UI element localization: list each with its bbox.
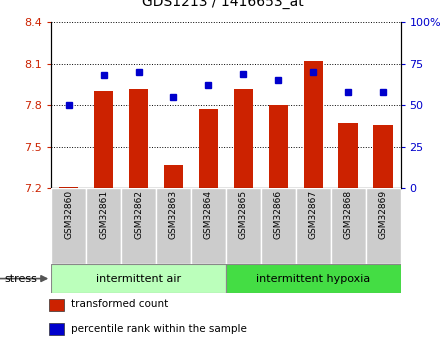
Bar [269, 105, 288, 188]
Bar [156, 188, 191, 264]
Bar [226, 188, 261, 264]
Text: GSM32861: GSM32861 [99, 190, 108, 239]
Text: GSM32868: GSM32868 [344, 190, 352, 239]
Bar [49, 298, 64, 310]
Bar [94, 91, 113, 188]
Bar [226, 264, 400, 293]
Text: intermittent hypoxia: intermittent hypoxia [256, 274, 370, 284]
Bar [339, 123, 358, 188]
Bar [191, 188, 226, 264]
Bar [51, 264, 226, 293]
Text: GSM32860: GSM32860 [64, 190, 73, 239]
Text: intermittent air: intermittent air [96, 274, 181, 284]
Bar [199, 109, 218, 188]
Bar [129, 89, 148, 188]
Text: stress: stress [4, 274, 37, 284]
Bar [59, 187, 78, 188]
Bar [261, 188, 295, 264]
Text: GSM32862: GSM32862 [134, 190, 143, 239]
Text: GSM32869: GSM32869 [379, 190, 388, 239]
Text: GDS1213 / 1416653_at: GDS1213 / 1416653_at [142, 0, 303, 9]
Bar [331, 188, 366, 264]
Text: GSM32865: GSM32865 [239, 190, 248, 239]
Bar [49, 323, 64, 335]
Text: GSM32863: GSM32863 [169, 190, 178, 239]
Bar [366, 188, 400, 264]
Bar [373, 125, 392, 188]
Bar [51, 188, 86, 264]
Text: transformed count: transformed count [71, 299, 168, 309]
Bar [121, 188, 156, 264]
Bar [86, 188, 121, 264]
Bar [234, 89, 253, 188]
Bar [295, 188, 331, 264]
Text: percentile rank within the sample: percentile rank within the sample [71, 324, 247, 334]
Text: GSM32866: GSM32866 [274, 190, 283, 239]
Text: GSM32864: GSM32864 [204, 190, 213, 239]
Bar [303, 61, 323, 188]
Text: GSM32867: GSM32867 [309, 190, 318, 239]
Bar [164, 165, 183, 188]
